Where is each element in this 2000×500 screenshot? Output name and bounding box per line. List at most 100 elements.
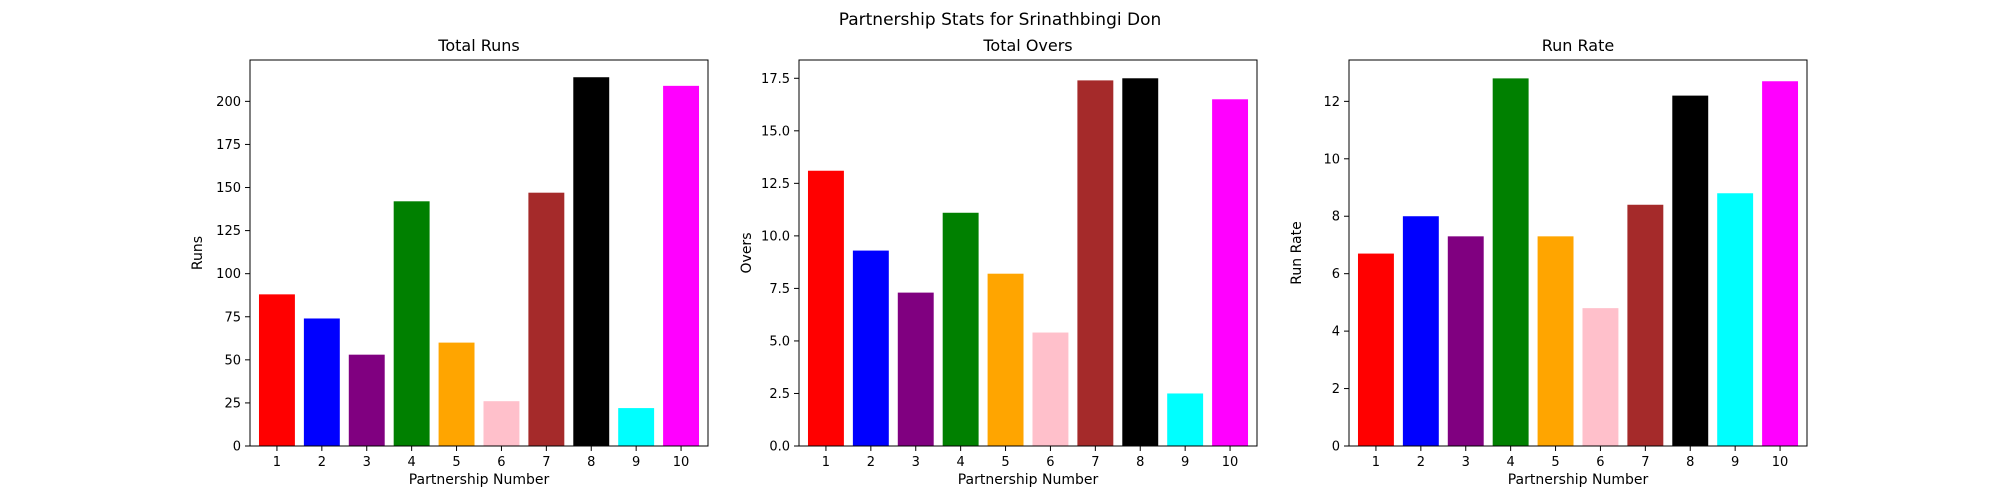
- y-tick-label: 0.0: [769, 440, 790, 455]
- x-tick-label: 8: [587, 455, 595, 470]
- x-tick-label: 10: [1772, 455, 1789, 470]
- bar-6: [483, 401, 520, 446]
- x-tick-label: 8: [1686, 455, 1694, 470]
- bar-5: [1537, 236, 1574, 446]
- axes-frame: [798, 59, 1258, 447]
- bar-2: [303, 318, 340, 446]
- bar-4: [393, 201, 430, 446]
- x-tick-label: 9: [1731, 455, 1739, 470]
- bar-3: [348, 354, 385, 446]
- x-tick-label: 7: [1091, 455, 1099, 470]
- bar-8: [1122, 78, 1159, 447]
- x-tick-label: 4: [957, 455, 965, 470]
- y-tick-label: 50: [224, 353, 241, 368]
- bar-4: [942, 212, 979, 446]
- y-tick-label: 0: [1332, 440, 1340, 455]
- bar-3: [1447, 236, 1484, 446]
- y-tick-label: 6: [1332, 267, 1340, 282]
- x-tick-label: 6: [1596, 455, 1604, 470]
- bar-9: [1717, 193, 1754, 446]
- x-axis-label: Partnership Number: [1508, 472, 1649, 488]
- x-tick-label: 1: [1372, 455, 1380, 470]
- y-axis-label: Runs: [190, 236, 206, 270]
- y-tick-label: 175: [216, 138, 241, 153]
- y-tick-label: 5.0: [769, 334, 790, 349]
- y-tick-label: 8: [1332, 210, 1340, 225]
- y-axis-label: Overs: [739, 233, 755, 274]
- y-tick-label: 17.5: [761, 72, 790, 87]
- y-tick-label: 0: [233, 440, 241, 455]
- y-tick-label: 7.5: [769, 282, 790, 297]
- chart-title: Total Overs: [982, 36, 1072, 55]
- bar-9: [618, 408, 655, 446]
- y-tick-label: 150: [216, 181, 241, 196]
- bar-6: [1032, 332, 1069, 446]
- bar-10: [663, 85, 700, 447]
- x-tick-label: 9: [632, 455, 640, 470]
- bar-7: [1077, 80, 1114, 446]
- x-tick-label: 5: [1551, 455, 1559, 470]
- y-tick-label: 2.5: [769, 387, 790, 402]
- x-tick-label: 9: [1181, 455, 1189, 470]
- bar-10: [1762, 81, 1799, 446]
- x-tick-label: 5: [1001, 455, 1009, 470]
- x-tick-label: 10: [1222, 455, 1239, 470]
- y-tick-label: 75: [224, 310, 241, 325]
- y-tick-label: 10: [1323, 152, 1340, 167]
- x-tick-label: 6: [1046, 455, 1054, 470]
- bar-7: [528, 192, 565, 446]
- y-tick-label: 10.0: [761, 229, 790, 244]
- x-tick-label: 3: [1462, 455, 1470, 470]
- x-tick-label: 4: [1507, 455, 1515, 470]
- bar-5: [438, 342, 475, 446]
- bar-3: [897, 292, 934, 446]
- bar-5: [987, 273, 1024, 446]
- x-axis-label: Partnership Number: [409, 472, 550, 488]
- bar-4: [1492, 78, 1529, 446]
- y-tick-label: 12.5: [761, 177, 790, 192]
- x-tick-label: 4: [408, 455, 416, 470]
- y-tick-label: 12: [1323, 95, 1340, 110]
- bar-10: [1212, 99, 1249, 447]
- x-tick-label: 10: [673, 455, 690, 470]
- y-tick-label: 2: [1332, 382, 1340, 397]
- x-tick-label: 8: [1136, 455, 1144, 470]
- x-tick-label: 3: [363, 455, 371, 470]
- x-tick-label: 1: [822, 455, 830, 470]
- y-tick-label: 25: [224, 396, 241, 411]
- bar-1: [807, 170, 844, 447]
- y-tick-label: 125: [216, 224, 241, 239]
- x-tick-label: 5: [452, 455, 460, 470]
- axes-frame: [1348, 59, 1808, 447]
- y-tick-label: 200: [216, 95, 241, 110]
- x-tick-label: 6: [497, 455, 505, 470]
- x-tick-label: 2: [1417, 455, 1425, 470]
- bar-7: [1627, 204, 1664, 446]
- y-tick-label: 15.0: [761, 124, 790, 139]
- y-tick-label: 100: [216, 267, 241, 282]
- x-tick-label: 3: [912, 455, 920, 470]
- x-tick-label: 7: [542, 455, 550, 470]
- bar-2: [852, 250, 889, 446]
- bar-1: [258, 294, 295, 446]
- x-tick-label: 1: [273, 455, 281, 470]
- figure-suptitle: Partnership Stats for Srinathbingi Don: [839, 10, 1162, 30]
- x-axis-label: Partnership Number: [958, 472, 1099, 488]
- bar-6: [1582, 308, 1619, 446]
- axes-frame: [249, 59, 709, 447]
- x-tick-label: 2: [867, 455, 875, 470]
- bar-1: [1357, 253, 1394, 446]
- y-tick-label: 4: [1332, 325, 1340, 340]
- bar-9: [1167, 393, 1204, 446]
- chart-title: Run Rate: [1542, 36, 1614, 55]
- chart-title: Total Runs: [437, 36, 519, 55]
- x-tick-label: 2: [318, 455, 326, 470]
- y-axis-label: Run Rate: [1289, 221, 1305, 284]
- bar-8: [573, 77, 610, 446]
- chart-total-overs: 1 2 3 4 5 6 7 8 9 10 0.0 2.5 5.0 7.5 10.0 12.5 15.0 17.5 T…: [739, 36, 1258, 488]
- x-tick-label: 7: [1641, 455, 1649, 470]
- bar-2: [1402, 216, 1439, 446]
